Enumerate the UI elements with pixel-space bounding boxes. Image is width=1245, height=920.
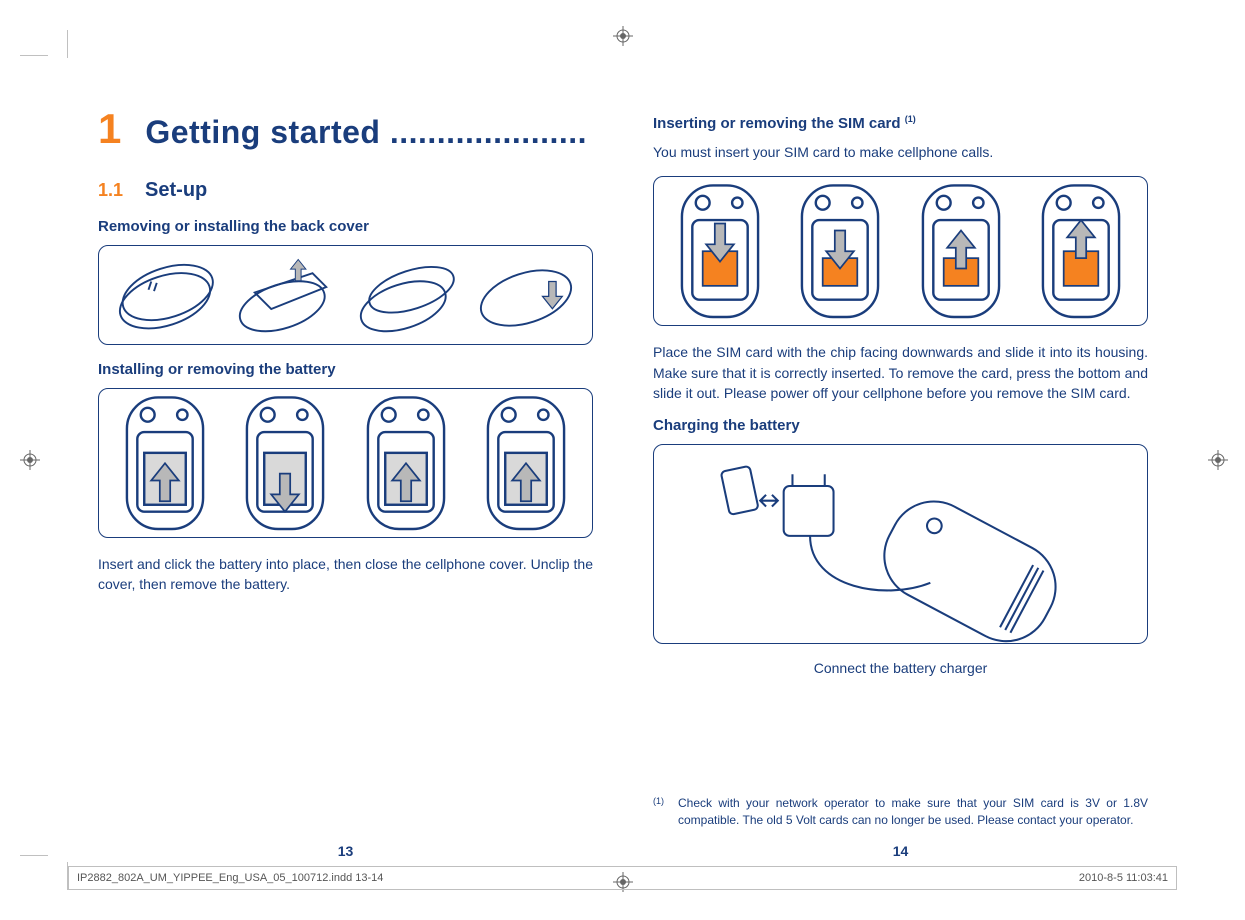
figure-sim	[653, 176, 1148, 326]
subheading-charging: Charging the battery	[653, 417, 1148, 434]
section-number: 1.1	[98, 180, 123, 201]
section-title: Set-up	[145, 179, 207, 202]
registration-mark-icon	[613, 26, 633, 46]
footnote-text: Check with your network operator to make…	[678, 795, 1148, 829]
page-left: 1 Getting started ..................... …	[68, 58, 623, 863]
page-number-left: 13	[68, 843, 623, 859]
subheading-sim: Inserting or removing the SIM card (1)	[653, 114, 1148, 132]
slug-line: IP2882_802A_UM_YIPPEE_Eng_USA_05_100712.…	[68, 866, 1177, 890]
subheading-battery: Installing or removing the battery	[98, 361, 593, 378]
page-right: Inserting or removing the SIM card (1) Y…	[623, 58, 1178, 863]
page-number-right: 14	[623, 843, 1178, 859]
page-spread: 1 Getting started ..................... …	[68, 58, 1178, 863]
crop-mark	[67, 30, 68, 58]
caption-charger: Connect the battery charger	[653, 660, 1148, 676]
subheading-back-cover: Removing or installing the back cover	[98, 218, 593, 235]
registration-mark-icon	[1208, 450, 1228, 470]
footnote: (1) Check with your network operator to …	[653, 795, 1148, 829]
registration-mark-icon	[20, 450, 40, 470]
body-battery-instructions: Insert and click the battery into place,…	[98, 554, 593, 595]
sim-heading-sup: (1)	[905, 114, 916, 124]
section-heading: 1.1 Set-up	[98, 179, 593, 202]
figure-back-cover	[98, 245, 593, 345]
body-sim-instructions: Place the SIM card with the chip facing …	[653, 342, 1148, 403]
crop-mark	[20, 55, 48, 56]
body-sim-intro: You must insert your SIM card to make ce…	[653, 142, 1148, 162]
sim-heading-bold: SIM card	[838, 115, 905, 132]
footnote-marker: (1)	[653, 795, 664, 829]
chapter-title: Getting started .....................	[145, 114, 587, 151]
crop-mark	[20, 855, 48, 856]
figure-battery	[98, 388, 593, 538]
chapter-heading: 1 Getting started .....................	[98, 108, 593, 151]
slug-filename: IP2882_802A_UM_YIPPEE_Eng_USA_05_100712.…	[77, 872, 383, 884]
slug-timestamp: 2010-8-5 11:03:41	[1079, 872, 1168, 884]
sim-heading-prefix: Inserting or removing the	[653, 115, 838, 132]
figure-charger	[653, 444, 1148, 644]
chapter-number: 1	[98, 108, 121, 150]
